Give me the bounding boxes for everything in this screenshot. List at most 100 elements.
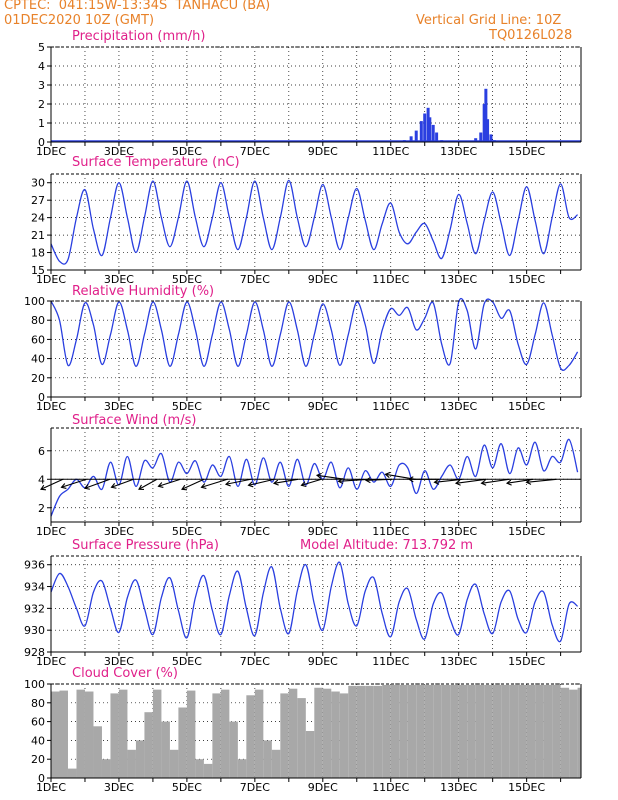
cloud-ytick-label: 0 xyxy=(38,772,45,785)
cloud-column xyxy=(458,684,468,778)
temp-title: Surface Temperature (nC) xyxy=(72,155,240,170)
wind-arrow xyxy=(481,478,510,484)
wind-arrow xyxy=(40,478,64,490)
wind-arrowhead xyxy=(181,484,188,491)
rh-ytick-label: 100 xyxy=(24,295,45,308)
cloud-column xyxy=(526,684,536,778)
rh-xtick-label: 5DEC xyxy=(172,400,202,413)
cloud-column xyxy=(356,685,366,778)
wind-arrowhead xyxy=(364,477,371,484)
temp-ytick-label: 18 xyxy=(31,247,45,260)
cloud-column xyxy=(373,685,383,778)
wind-arrow xyxy=(316,474,346,480)
cloud-column xyxy=(280,693,289,778)
precip-bar xyxy=(474,138,478,142)
precip-xtick-label: 1DEC xyxy=(36,145,66,158)
cloud-column xyxy=(144,712,153,778)
cloud-column xyxy=(246,695,255,778)
wind-arrowhead xyxy=(138,484,145,490)
temp-ytick-label: 30 xyxy=(31,177,45,190)
wind-arrowhead xyxy=(300,481,307,488)
wind-arrow xyxy=(61,478,87,488)
precip-bar xyxy=(419,121,423,142)
rh-panel: 0 20 40 60 80 100 1DEC 3DEC 5DEC 7DEC 9DEC 11DEC 13D… xyxy=(24,295,582,413)
cloud-column xyxy=(382,684,391,778)
cloud-xtick-label: 7DEC xyxy=(240,781,270,794)
precip-bar xyxy=(426,107,430,142)
temp-series-line xyxy=(50,179,578,265)
rh-title: Relative Humidity (%) xyxy=(72,284,215,299)
pres-xtick-label: 9DEC xyxy=(308,655,338,668)
precip-xtick-label: 7DEC xyxy=(240,145,270,158)
wind-arrow xyxy=(225,478,252,485)
cloud-column xyxy=(297,698,306,778)
cloud-column xyxy=(577,687,581,778)
cloud-column xyxy=(484,684,493,778)
cloud-column xyxy=(51,691,60,778)
wind-arrowhead xyxy=(384,471,391,478)
wind-panel: 2 4 6 1DEC 3DEC 5DEC 7DEC 9DEC 11DEC 13DEC 15DEC xyxy=(36,427,582,538)
cloud-xtick-label: 15DEC xyxy=(508,781,545,794)
cloud-column xyxy=(186,690,196,778)
wind-arrowhead xyxy=(272,479,279,486)
wind-arrowhead xyxy=(83,484,91,490)
precip-ytick-label: 1 xyxy=(38,117,45,130)
cloud-column xyxy=(492,684,502,778)
wind-arrow xyxy=(248,478,275,486)
precip-bar xyxy=(431,124,435,142)
wind-arrowhead xyxy=(40,484,47,491)
wind-arrowhead xyxy=(200,483,207,490)
cloud-column xyxy=(569,689,578,778)
cloud-column xyxy=(118,689,128,778)
pres-ytick-label: 930 xyxy=(24,624,45,637)
wind-ytick-label: 4 xyxy=(38,473,45,486)
wind-arrowhead xyxy=(60,483,67,489)
cloud-column xyxy=(450,684,459,778)
temp-xtick-label: 9DEC xyxy=(308,273,338,286)
cloud-column xyxy=(552,684,561,778)
pres-xtick-label: 11DEC xyxy=(372,655,409,668)
run-code: TQ0126L028 xyxy=(489,28,573,43)
temp-xtick-label: 5DEC xyxy=(172,273,202,286)
cloud-column xyxy=(475,684,485,778)
pres-ytick-label: 928 xyxy=(24,646,45,659)
cloud-xtick-label: 3DEC xyxy=(104,781,134,794)
cloud-column xyxy=(271,749,281,778)
cloud-column xyxy=(365,685,374,778)
cloud-column xyxy=(110,693,119,778)
cloud-column xyxy=(424,684,434,778)
cloud-ytick-label: 40 xyxy=(31,734,45,747)
wind-xtick-label: 3DEC xyxy=(104,525,134,538)
rh-series-line xyxy=(50,297,579,371)
precip-bar xyxy=(484,88,488,142)
precip-ytick-label: 0 xyxy=(38,136,45,149)
wind-arrowhead xyxy=(247,481,254,488)
cloud-xtick-label: 9DEC xyxy=(308,781,338,794)
cloud-column xyxy=(67,768,77,778)
cloud-ytick-label: 100 xyxy=(24,678,45,691)
cloud-column xyxy=(314,687,323,778)
wind-arrow xyxy=(455,478,487,484)
cloud-column xyxy=(518,684,527,778)
pres-xtick-label: 7DEC xyxy=(240,655,270,668)
wind-arrow xyxy=(273,478,299,484)
wind-arrowhead xyxy=(454,479,461,486)
precip-ytick-label: 5 xyxy=(38,41,45,54)
temp-ytick-label: 21 xyxy=(31,229,45,242)
pres-xtick-label: 15DEC xyxy=(508,655,545,668)
precip-bar xyxy=(479,132,483,142)
cloud-column xyxy=(305,731,315,778)
cloud-column xyxy=(322,688,332,778)
temp-xtick-label: 7DEC xyxy=(240,273,270,286)
precip-bar xyxy=(482,104,486,142)
wind-arrow xyxy=(84,478,111,489)
wind-arrow xyxy=(158,478,181,487)
rh-xtick-label: 3DEC xyxy=(104,400,134,413)
pres-panel: 928 930 932 934 936 1DEC 3DEC 5DEC 7DEC 9DEC 11DEC… xyxy=(24,555,582,668)
wind-arrow xyxy=(181,478,205,490)
cloud-column xyxy=(135,740,145,778)
wind-arrow xyxy=(301,478,322,486)
model-altitude: Model Altitude: 713.792 m xyxy=(300,538,474,553)
wind-series-line xyxy=(50,438,579,517)
